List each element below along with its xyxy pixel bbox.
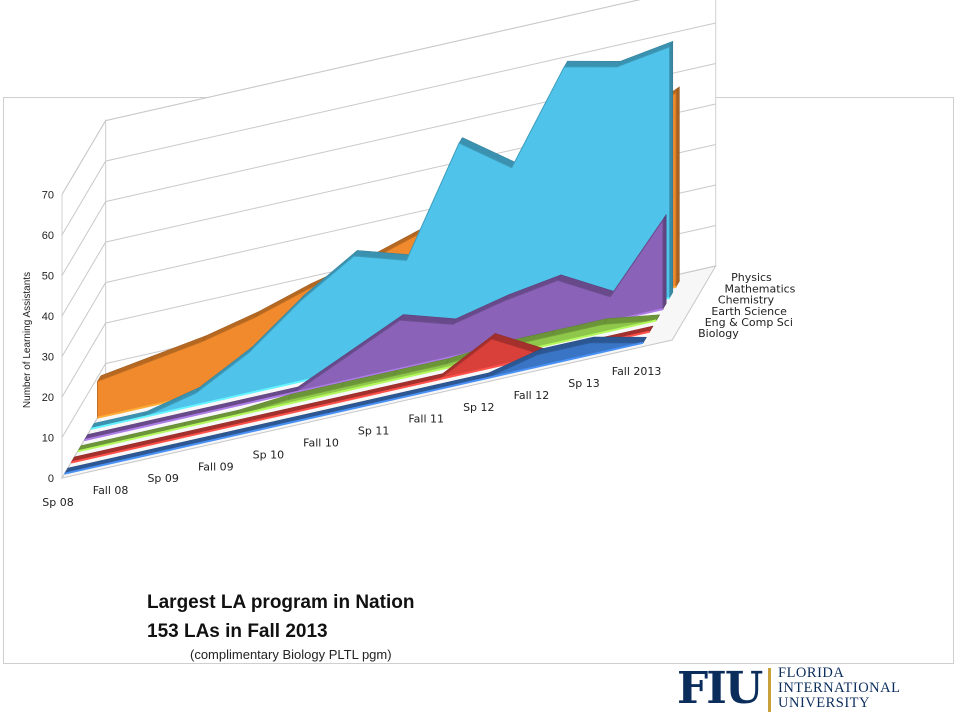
y-tick-label: 70	[42, 190, 54, 202]
area-base-edge	[64, 341, 644, 475]
x-tick-label: Fall 08	[93, 484, 129, 497]
gridline	[61, 0, 641, 195]
x-tick-label: Sp 09	[147, 472, 178, 485]
area-top-segment	[590, 336, 647, 344]
x-tick-label: Fall 09	[198, 460, 234, 473]
series-label: Earth Science	[711, 305, 787, 318]
x-tick-label: Sp 11	[358, 425, 389, 438]
gridline	[61, 63, 716, 276]
y-tick-label: 20	[42, 392, 54, 404]
series-label: Chemistry	[718, 294, 775, 307]
area-end-cap	[656, 314, 660, 321]
area-end-cap	[642, 337, 647, 343]
series-label: Mathematics	[725, 282, 796, 295]
caption-note: (complimentary Biology PLTL pgm)	[190, 647, 392, 662]
y-tick-label: 0	[48, 473, 54, 485]
y-axis-label: Number of Learning Assistants	[22, 272, 33, 408]
y-tick-label: 60	[42, 230, 54, 242]
area-top-segment	[563, 60, 621, 68]
logo-line-1: FLORIDA	[778, 665, 845, 681]
caption-count: 153 LAs in Fall 2013	[147, 621, 328, 642]
y-tick-label: 50	[42, 271, 54, 283]
x-tick-label: Fall 10	[303, 437, 339, 450]
series-biology	[63, 336, 647, 475]
logo-divider	[768, 668, 771, 712]
fiu-logo: FIU FLORIDA INTERNATIONAL UNIVERSITY	[677, 664, 947, 720]
logo-wordmark: FLORIDA INTERNATIONAL UNIVERSITY	[778, 666, 900, 711]
x-tick-label: Sp 13	[568, 377, 599, 390]
area-end-cap	[649, 325, 654, 332]
logo-mark: FIU	[677, 663, 763, 714]
x-tick-label: Fall 12	[514, 389, 550, 402]
x-tick-labels: Sp 08 Fall 08 Sp 09 Fall 09 Sp 10 Fall 10 Sp 1…	[42, 365, 661, 509]
y-tick-label: 30	[42, 352, 54, 364]
x-tick-label: Sp 12	[463, 401, 494, 414]
y-tick-label: 40	[42, 311, 54, 323]
series-areas	[63, 40, 680, 475]
gridline	[61, 22, 716, 236]
area-base-edge	[77, 319, 657, 453]
y-tick-labels: 0 10 20 30 40 50 60 70	[42, 190, 54, 486]
x-tick-label: Sp 10	[253, 448, 284, 461]
y-tick-label: 10	[42, 433, 54, 445]
x-tick-label: Fall 11	[408, 413, 444, 426]
gridline	[61, 103, 716, 317]
logo-line-3: UNIVERSITY	[778, 695, 870, 711]
series-label: Biology	[698, 327, 739, 340]
x-tick-label: Fall 2013	[612, 365, 662, 378]
series-label: Physics	[731, 271, 772, 284]
x-tick-label: Sp 08	[42, 496, 73, 509]
caption-headline: Largest LA program in Nation	[147, 592, 415, 613]
logo-line-2: INTERNATIONAL	[778, 680, 901, 696]
series-label: Eng & Comp Sci	[705, 316, 793, 329]
